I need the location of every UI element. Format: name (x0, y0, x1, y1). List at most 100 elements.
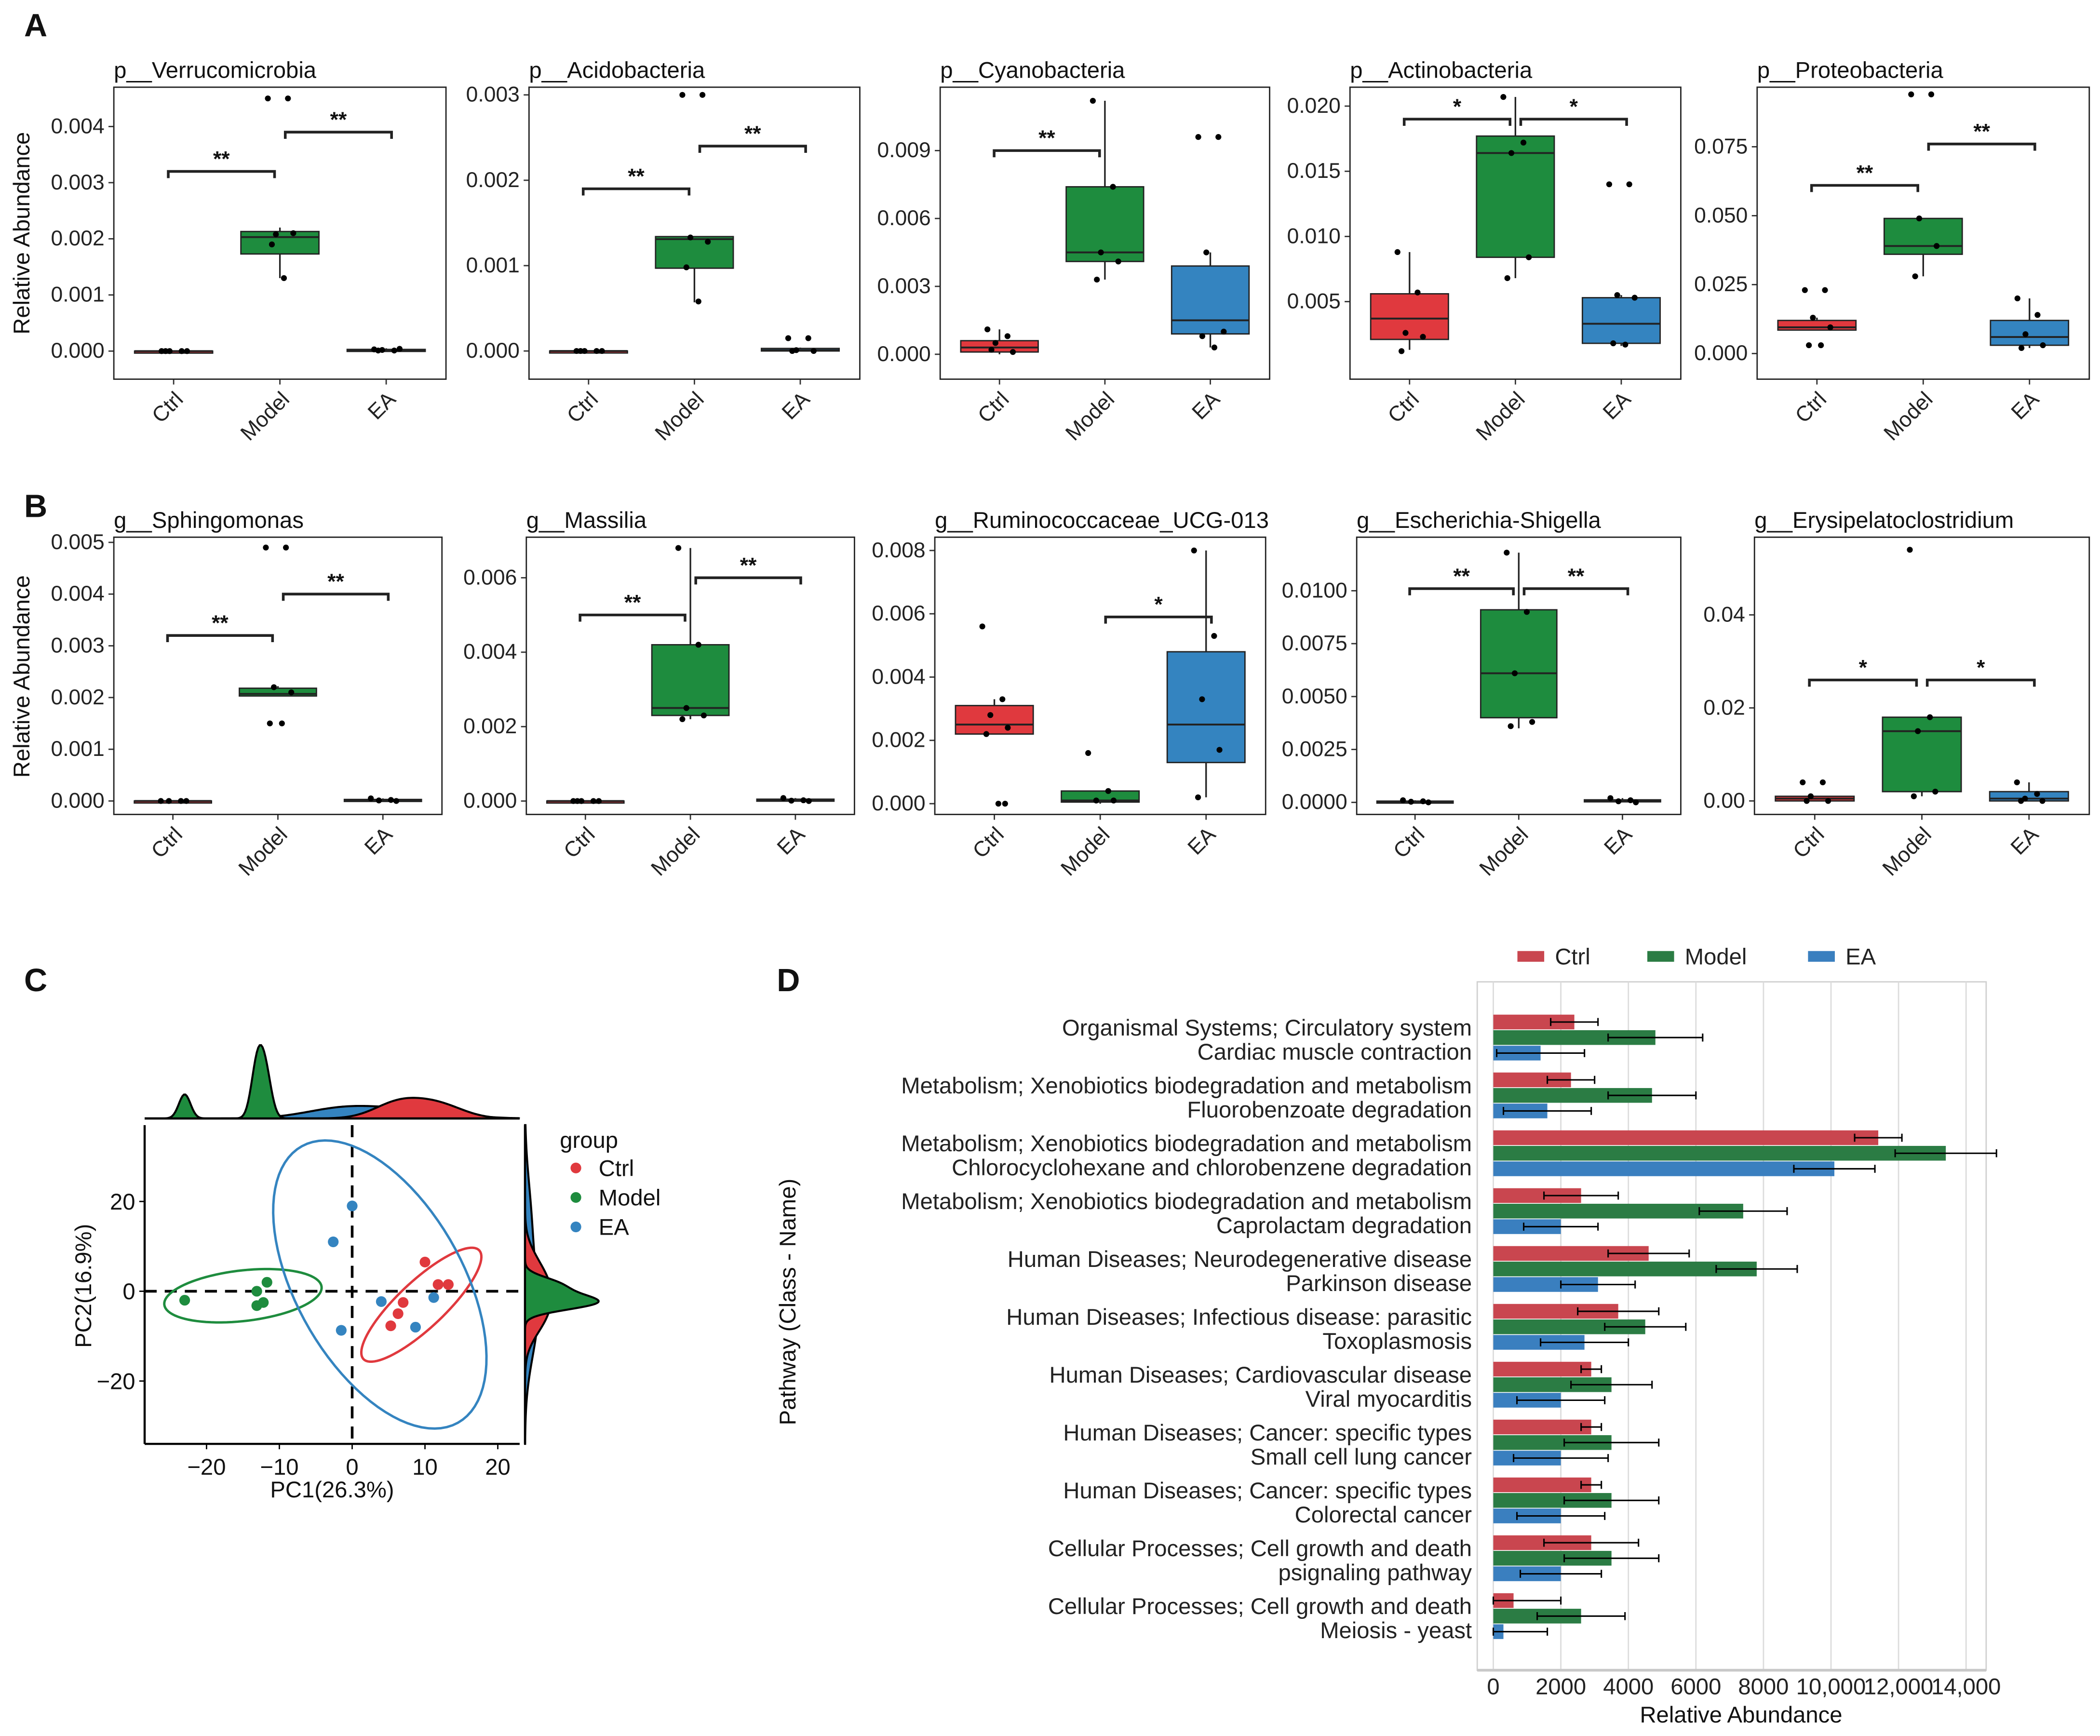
x-tick-label: 6000 (1670, 1674, 1721, 1700)
data-point (281, 275, 287, 281)
x-tick-label-ctrl: Ctrl (148, 387, 188, 428)
data-point (1408, 798, 1414, 805)
x-tick-label-ea: EA (363, 387, 401, 424)
error-bar (1503, 1107, 1592, 1115)
data-point (1399, 348, 1405, 354)
panel-frame (1349, 86, 1682, 380)
data-point (1800, 779, 1806, 785)
data-point (700, 712, 707, 719)
x-tick-label-ea: EA (773, 822, 810, 860)
legend-swatch-ea (1808, 951, 1835, 962)
data-point (391, 347, 397, 354)
data-point (1199, 696, 1205, 702)
x-tick-label-ctrl: Ctrl (1791, 387, 1831, 428)
x-tick-label-model: Model (234, 822, 292, 880)
significance-label: ** (327, 570, 344, 593)
y-tick-label: 0.0050 (1282, 685, 1347, 708)
data-point (578, 348, 584, 354)
data-point (599, 348, 605, 354)
panel-frame (934, 536, 1266, 815)
panel-frame (1356, 536, 1682, 815)
data-point (699, 92, 706, 98)
data-point (2018, 345, 2025, 351)
data-point (1615, 798, 1622, 805)
y-tick-label: 0.0025 (1282, 738, 1347, 761)
pathway-row: Metabolism; Xenobiotics biodegradation a… (901, 1130, 1997, 1181)
pathway-bar-panel: Relative Abundance Pathway (Class - Name… (775, 944, 2001, 1728)
x-tick-label-ea: EA (2006, 822, 2043, 860)
data-point (1215, 134, 1222, 140)
x-tick-label-ctrl: Ctrl (563, 387, 603, 428)
y-tick-label: 0.002 (51, 227, 104, 250)
box-model (651, 644, 730, 716)
pca-point-model (261, 1277, 272, 1288)
data-point (1626, 181, 1632, 188)
bar-ea (1493, 1161, 1835, 1176)
x-tick-label-model: Model (1878, 822, 1936, 880)
box-model (1882, 716, 1962, 793)
data-point (806, 798, 812, 804)
y-tick-label: 0.002 (51, 686, 104, 709)
data-point (999, 696, 1006, 702)
data-point (1825, 798, 1831, 804)
data-point (805, 335, 811, 341)
pathway-class-label: Human Diseases; Cardiovascular disease (1050, 1362, 1472, 1388)
x-tick-label: 2000 (1535, 1674, 1586, 1700)
significance-label: * (1453, 95, 1462, 119)
x-tick-label: 10 (412, 1454, 438, 1480)
y-tick-label: 0.00 (1703, 789, 1745, 812)
data-point (2014, 779, 2020, 785)
significance-bracket (579, 613, 687, 622)
panel-frame (939, 86, 1270, 380)
panel-title: p__Verrucomicrobia (114, 57, 317, 83)
data-point (1523, 609, 1530, 615)
data-point (2034, 791, 2040, 797)
box-model (1883, 217, 1963, 255)
data-point (1203, 249, 1210, 256)
x-tick-label: 20 (485, 1454, 511, 1480)
pathway-name-label: Viral myocarditis (1306, 1386, 1472, 1412)
y-tick-label: 0 (122, 1279, 135, 1305)
error-bar (1547, 1076, 1596, 1084)
significance-label: ** (1568, 565, 1585, 588)
error-bar (1516, 1396, 1606, 1404)
significance-label: * (1859, 656, 1868, 679)
data-point (1633, 799, 1639, 806)
y-tick-label: 0.003 (51, 171, 104, 194)
significance-bracket (1402, 118, 1512, 126)
box-model (1480, 609, 1558, 719)
significance-label: * (1154, 593, 1163, 617)
x-tick-label-ea: EA (1187, 387, 1225, 424)
data-point (178, 348, 185, 354)
box-ea (1166, 651, 1246, 764)
pathway-row: Metabolism; Xenobiotics biodegradation a… (901, 1188, 1788, 1238)
data-point (1520, 139, 1527, 146)
x-tick-label-model: Model (650, 387, 708, 445)
panel-title: g__Massilia (526, 508, 647, 533)
boxplot-p__Cyanobacteria: p__Cyanobacteria 0.000 0.003 0.006 0.009 Ctrl… (877, 57, 1270, 445)
data-point (1606, 181, 1613, 188)
data-point (1819, 779, 1826, 785)
y-tick-label: 0.000 (51, 339, 104, 363)
boxplot-g__Ruminococcaceae_UCG-013: g__Ruminococcaceae_UCG-013 0.000 0.002 0.00… (872, 508, 1269, 881)
data-point (1933, 243, 1940, 249)
data-point (1098, 249, 1104, 256)
data-point (1526, 254, 1532, 260)
significance-bracket (1408, 587, 1515, 595)
significance-bracket (1927, 142, 2036, 151)
pathway-row: Metabolism; Xenobiotics biodegradation a… (901, 1072, 1697, 1123)
data-point (2039, 798, 2046, 804)
pca-point-model (251, 1300, 262, 1311)
confidence-ellipse-ea (272, 1139, 488, 1430)
error-bar (1543, 1191, 1619, 1200)
pathway-class-label: Organismal Systems; Circulatory system (1062, 1015, 1472, 1041)
legend-label-model: Model (1685, 944, 1747, 970)
data-point (988, 347, 995, 353)
box-model (655, 236, 734, 269)
box-model (240, 230, 320, 255)
x-tick-label-ea: EA (778, 387, 815, 424)
pathway-row: Cellular Processes; Cell growth and deat… (1048, 1593, 1626, 1643)
pathway-name-label: Parkinson disease (1286, 1271, 1472, 1296)
significance-label: ** (1857, 161, 1873, 185)
